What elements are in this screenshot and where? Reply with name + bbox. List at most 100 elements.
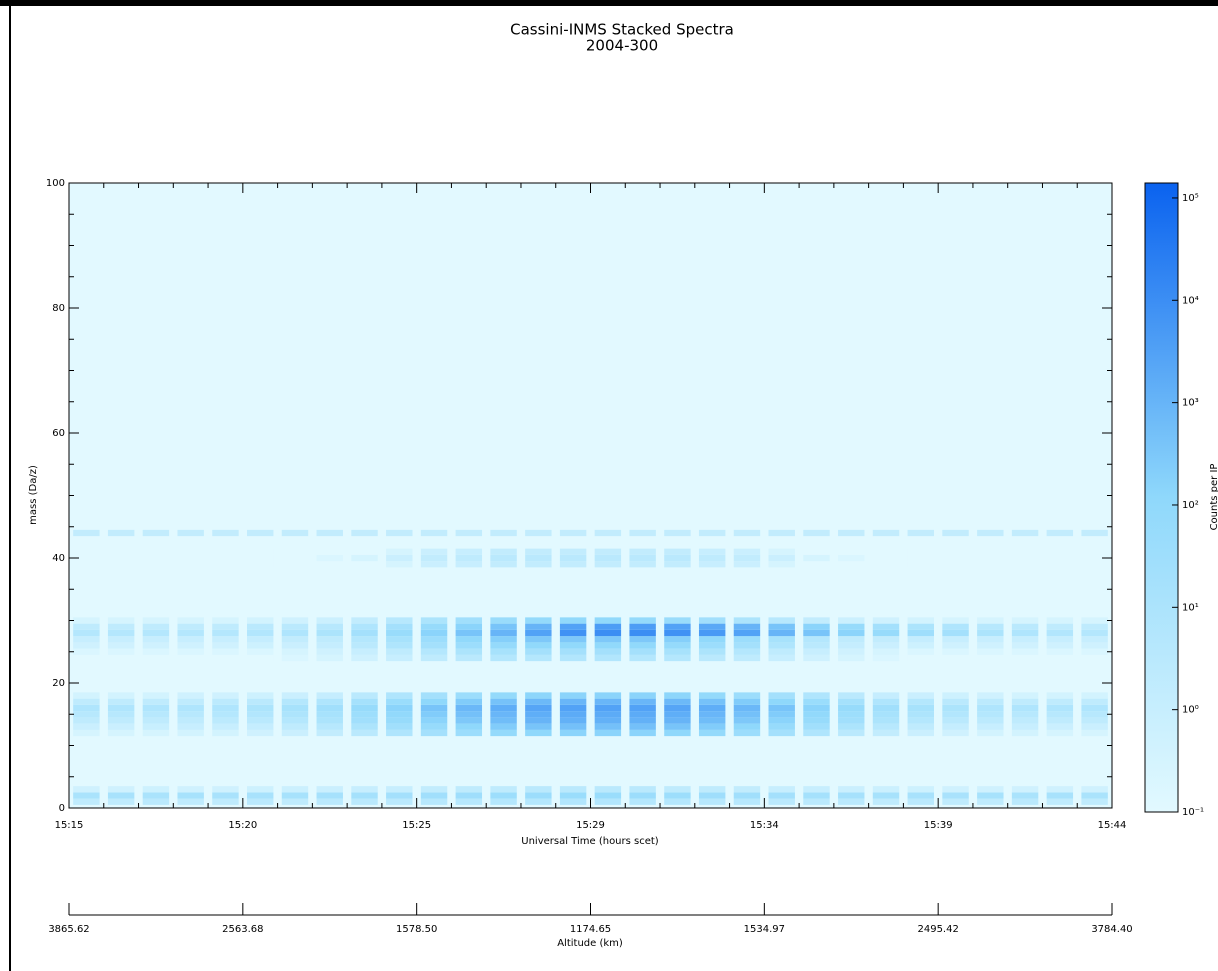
heat-cell — [212, 798, 239, 805]
heat-cell — [107, 654, 135, 662]
heat-cell — [107, 629, 135, 637]
heat-cell — [316, 792, 343, 799]
heat-cell — [872, 629, 900, 637]
heat-cell — [594, 692, 622, 699]
heat-cell — [872, 792, 900, 799]
heat-cell — [1046, 642, 1074, 649]
heat-cell — [664, 561, 691, 568]
x-tick-label: 15:25 — [402, 820, 431, 831]
heat-cell — [386, 554, 413, 562]
x2-tick-label: 2495.42 — [917, 924, 958, 935]
heat-cell — [1011, 654, 1039, 662]
heat-cell — [142, 711, 170, 718]
heat-cell — [594, 636, 622, 643]
heat-cell — [247, 723, 274, 730]
heat-cell — [247, 798, 274, 805]
heat-cell — [1081, 623, 1108, 630]
heat-cell — [490, 717, 517, 724]
heat-cell — [420, 554, 448, 562]
heat-cell — [316, 561, 343, 568]
heat-cell — [1046, 623, 1074, 630]
heat-cell — [559, 717, 587, 724]
heat-cell — [733, 642, 761, 649]
heat-cell — [559, 648, 587, 655]
heat-cell — [420, 717, 448, 724]
heat-cell — [1046, 629, 1074, 637]
heat-cell — [664, 711, 691, 718]
heat-cell — [698, 654, 726, 662]
heat-cell — [316, 711, 343, 718]
heat-cell — [212, 698, 239, 705]
heat-cell — [420, 654, 448, 662]
heat-cell — [664, 617, 691, 624]
heat-cell — [247, 704, 274, 712]
heat-cell — [838, 561, 865, 568]
heat-cell — [1011, 636, 1039, 643]
heat-cell — [107, 698, 135, 705]
heat-cell — [281, 561, 309, 568]
heat-cell — [733, 704, 761, 712]
heat-cell — [629, 729, 656, 737]
heat-cell — [838, 704, 865, 712]
heat-cell — [664, 692, 691, 699]
heat-cell — [629, 617, 656, 624]
heat-cell — [386, 617, 413, 624]
heat-cell — [559, 548, 587, 555]
heat-cell — [316, 629, 343, 637]
heat-cell — [177, 629, 204, 637]
heat-cell — [107, 561, 135, 568]
colorbar — [1144, 182, 1179, 813]
heat-cell — [107, 786, 135, 793]
heat-cell — [73, 642, 100, 649]
heat-cell — [872, 654, 900, 662]
heat-cell — [872, 798, 900, 805]
heat-cell — [247, 623, 274, 630]
heat-cell — [698, 711, 726, 718]
heat-cell — [1081, 692, 1108, 699]
heat-cell — [177, 711, 204, 718]
heat-cell — [142, 623, 170, 630]
heat-cell — [212, 786, 239, 793]
heat-cell — [664, 629, 691, 637]
heat-cell — [942, 561, 969, 568]
heat-cell — [907, 704, 934, 712]
heat-cell — [942, 648, 969, 655]
heat-cell — [73, 798, 100, 805]
heat-cell — [1011, 798, 1039, 805]
x-axis-title: Universal Time (hours scet) — [521, 836, 659, 847]
heat-cell — [733, 554, 761, 562]
heat-cell — [1046, 548, 1074, 555]
heat-cell — [455, 648, 483, 655]
heat-cell — [872, 698, 900, 705]
heat-cell — [142, 529, 170, 537]
heat-cell — [1046, 654, 1074, 662]
heat-cell — [803, 692, 830, 699]
heat-cell — [1046, 529, 1074, 537]
heat-cell — [142, 654, 170, 662]
heat-cell — [559, 729, 587, 737]
heat-cell — [838, 692, 865, 699]
heat-cell — [316, 723, 343, 730]
heat-cell — [1011, 561, 1039, 568]
heat-cell — [907, 798, 934, 805]
heat-cell — [351, 792, 378, 799]
heat-cell — [1011, 648, 1039, 655]
heat-cell — [212, 617, 239, 624]
heat-cell — [420, 711, 448, 718]
x2-tick-label: 1534.97 — [744, 924, 785, 935]
heat-cell — [803, 698, 830, 705]
heat-cell — [559, 692, 587, 699]
heat-cell — [1046, 704, 1074, 712]
y-tick-label: 40 — [52, 553, 65, 564]
heat-cell — [247, 692, 274, 699]
heat-cell — [768, 798, 795, 805]
heat-cell — [629, 648, 656, 655]
heat-cell — [977, 629, 1004, 637]
heat-cell — [977, 648, 1004, 655]
heat-cell — [977, 654, 1004, 662]
heat-cell — [1046, 617, 1074, 624]
heat-cell — [838, 548, 865, 555]
heat-cell — [664, 792, 691, 799]
heat-cell — [455, 711, 483, 718]
heat-cell — [977, 711, 1004, 718]
